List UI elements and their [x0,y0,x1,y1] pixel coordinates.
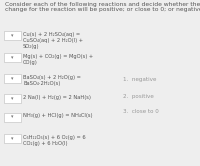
Text: Consider each of the following reactions and decide whether the standard entropy: Consider each of the following reactions… [5,2,200,7]
FancyBboxPatch shape [4,134,21,143]
FancyBboxPatch shape [4,31,21,40]
Text: ▾: ▾ [11,55,14,60]
Text: 2.  positive: 2. positive [123,94,154,99]
Text: NH₃(g) + HCl(g) = NH₄Cl(s): NH₃(g) + HCl(g) = NH₄Cl(s) [23,113,92,119]
FancyBboxPatch shape [4,113,21,122]
Text: Cu(s) + 2 H₂SO₄(aq) =
CuSO₄(aq) + 2 H₂O(l) +
SO₂(g): Cu(s) + 2 H₂SO₄(aq) = CuSO₄(aq) + 2 H₂O(… [23,32,83,49]
Text: ▾: ▾ [11,33,14,38]
FancyBboxPatch shape [4,74,21,83]
Text: Mg(s) + CO₂(g) = MgO(s) +
CO(g): Mg(s) + CO₂(g) = MgO(s) + CO(g) [23,54,93,65]
FancyBboxPatch shape [4,53,21,62]
Text: ▾: ▾ [11,96,14,101]
Text: 3.  close to 0: 3. close to 0 [123,109,159,114]
Text: 1.  negative: 1. negative [123,77,156,82]
Text: 2 Na(l) + H₂(g) = 2 NaH(s): 2 Na(l) + H₂(g) = 2 NaH(s) [23,95,91,100]
FancyBboxPatch shape [4,94,21,103]
Text: C₆H₁₂O₆(s) + 6 O₂(g) = 6
CO₂(g) + 6 H₂O(l): C₆H₁₂O₆(s) + 6 O₂(g) = 6 CO₂(g) + 6 H₂O(… [23,135,86,146]
Text: ▾: ▾ [11,115,14,120]
Text: change for the reaction will be positive; or close to 0; or negative.: change for the reaction will be positive… [5,7,200,12]
Text: ▾: ▾ [11,136,14,141]
Text: ▾: ▾ [11,76,14,81]
Text: BaSO₄(s) + 2 H₂O(g) =
BaSO₄·2H₂O(s): BaSO₄(s) + 2 H₂O(g) = BaSO₄·2H₂O(s) [23,75,81,86]
